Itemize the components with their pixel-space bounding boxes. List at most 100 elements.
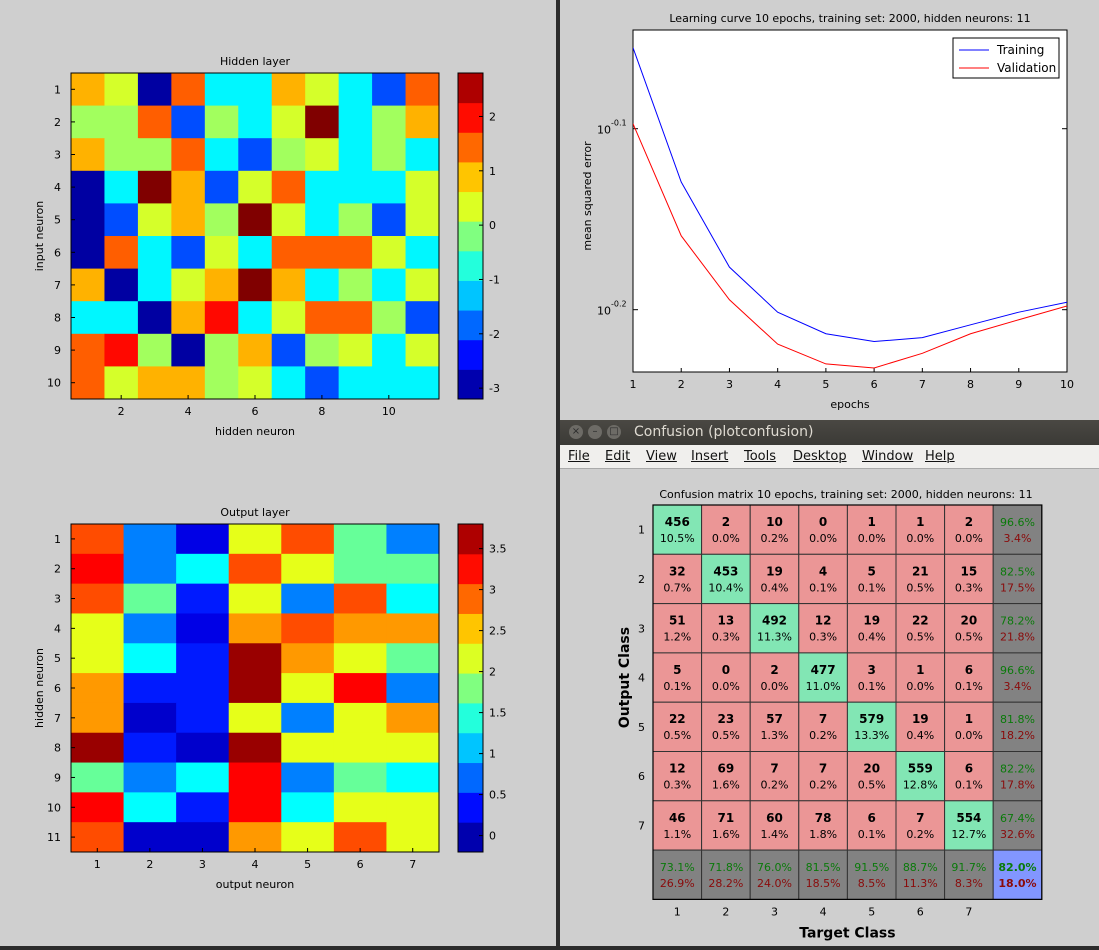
confusion-cell xyxy=(992,701,1043,753)
window-titlebar[interactable]: × – □ Confusion (plotconfusion) xyxy=(560,420,1099,445)
x-tick-label: 4 xyxy=(774,378,781,391)
y-tick-label: 2 xyxy=(54,116,61,129)
heatmap-cell xyxy=(137,170,172,204)
cell-count: 23 xyxy=(718,712,735,726)
heatmap-cell xyxy=(333,732,387,764)
confusion-cell xyxy=(992,751,1043,802)
colorbar-tick-label: 0.5 xyxy=(489,789,507,802)
colorbar-tick-label: 1.5 xyxy=(489,707,507,720)
colorbar-segment xyxy=(458,583,483,614)
heatmap-cell xyxy=(204,268,239,302)
heatmap-cell xyxy=(204,366,239,400)
close-icon[interactable]: × xyxy=(569,425,583,439)
confusion-cell xyxy=(895,603,946,654)
heatmap-cell xyxy=(123,553,177,585)
menu-desktop[interactable]: Desktop xyxy=(793,449,847,464)
colorbar-box xyxy=(457,72,484,400)
confusion-cell xyxy=(846,504,897,555)
confusion-cell xyxy=(798,504,848,555)
menu-insert[interactable]: Insert xyxy=(691,449,729,464)
heatmap-cell xyxy=(238,170,273,204)
heatmap-cell xyxy=(71,138,105,172)
cell-count: 19 xyxy=(912,712,929,726)
cell-count: 71 xyxy=(718,811,735,825)
confusion-canvas: Confusion matrix 10 epochs, training set… xyxy=(617,488,1043,941)
x-tick-label: 10 xyxy=(1060,378,1074,391)
summary-correct: 81.8% xyxy=(1000,713,1035,726)
cell-count: 46 xyxy=(669,811,686,825)
summary-incorrect: 21.8% xyxy=(1000,631,1035,644)
confusion-cell xyxy=(798,603,848,654)
heatmap-cell xyxy=(281,613,335,644)
heatmap-cell xyxy=(372,268,407,302)
cell-count: 1 xyxy=(868,515,876,529)
cell-percent: 0.4% xyxy=(858,631,886,644)
cell-count: 12 xyxy=(815,614,832,628)
y-tick-label: 2 xyxy=(54,563,61,576)
heatmap-cell xyxy=(176,553,230,585)
confusion-cell xyxy=(652,603,703,654)
cell-percent: 0.2% xyxy=(761,532,789,545)
summary-incorrect: 18.2% xyxy=(1000,729,1035,742)
confusion-cell xyxy=(992,652,1043,703)
summary-correct: 91.5% xyxy=(854,861,889,874)
cell-percent: 0.0% xyxy=(906,680,934,693)
menu-window[interactable]: Window xyxy=(862,449,914,464)
menu-edit[interactable]: Edit xyxy=(605,449,631,464)
confusion-cell xyxy=(992,603,1043,654)
x-tick-label: 2 xyxy=(678,378,685,391)
confusion-cell xyxy=(701,652,751,703)
cell-count: 559 xyxy=(908,762,933,776)
menu-tools[interactable]: Tools xyxy=(744,449,777,464)
heatmap-cell xyxy=(386,553,440,585)
learning-curve-canvas: Learning curve 10 epochs, training set: … xyxy=(581,12,1074,411)
menu-view[interactable]: View xyxy=(646,449,677,464)
colorbar-tick-label: 1 xyxy=(489,748,496,761)
maximize-icon[interactable]: □ xyxy=(607,425,621,439)
confusion-cell xyxy=(798,849,848,900)
summary-incorrect: 32.6% xyxy=(1000,828,1035,841)
cell-count: 2 xyxy=(722,515,730,529)
heatmap-cell xyxy=(204,203,239,237)
heatmap-cell xyxy=(171,203,206,237)
heatmap-cell xyxy=(281,762,335,793)
cell-percent: 0.1% xyxy=(809,581,837,594)
menu-file[interactable]: File xyxy=(568,449,590,464)
cell-percent: 0.0% xyxy=(761,680,789,693)
colorbar-segment xyxy=(458,643,483,674)
row-label: 5 xyxy=(638,721,645,734)
cell-count: 22 xyxy=(912,614,929,628)
cell-percent: 0.0% xyxy=(858,532,886,545)
minimize-icon[interactable]: – xyxy=(588,425,602,439)
menu-help[interactable]: Help xyxy=(925,449,955,464)
heatmap-cell xyxy=(71,613,125,644)
heatmap-cell xyxy=(372,366,407,400)
heatmap-cell xyxy=(305,268,340,302)
summary-correct: 88.7% xyxy=(903,861,938,874)
heatmap-cell xyxy=(228,583,282,614)
cell-percent: 0.1% xyxy=(955,779,983,792)
cell-percent: 0.2% xyxy=(906,828,934,841)
plot-title: Hidden layer xyxy=(220,55,291,68)
heatmap-cell xyxy=(123,702,177,734)
heatmap-cell xyxy=(176,702,230,734)
confusion-cell xyxy=(846,553,897,605)
heatmap-cell xyxy=(305,301,340,335)
confusion-cell xyxy=(944,849,994,900)
x-tick-label: 6 xyxy=(871,378,878,391)
heatmap-cell xyxy=(338,301,373,335)
weights-figure-canvas: Hidden layer hidden neuron input neuron 2 4 6… xyxy=(33,55,507,891)
heatmap-cell xyxy=(137,203,172,237)
cell-percent: 0.4% xyxy=(906,729,934,742)
cell-percent: 0.2% xyxy=(809,779,837,792)
heatmap-cell xyxy=(71,105,105,139)
colorbar-segment xyxy=(458,524,483,555)
y-tick-label: 1 xyxy=(54,533,61,546)
summary-correct: 76.0% xyxy=(757,861,792,874)
x-tick-label: 3 xyxy=(199,858,206,871)
confusion-cell xyxy=(701,800,751,851)
summary-incorrect: 8.5% xyxy=(858,877,886,890)
heatmap-cell xyxy=(176,732,230,764)
cell-percent: 0.5% xyxy=(858,779,886,792)
confusion-cell xyxy=(701,751,751,802)
